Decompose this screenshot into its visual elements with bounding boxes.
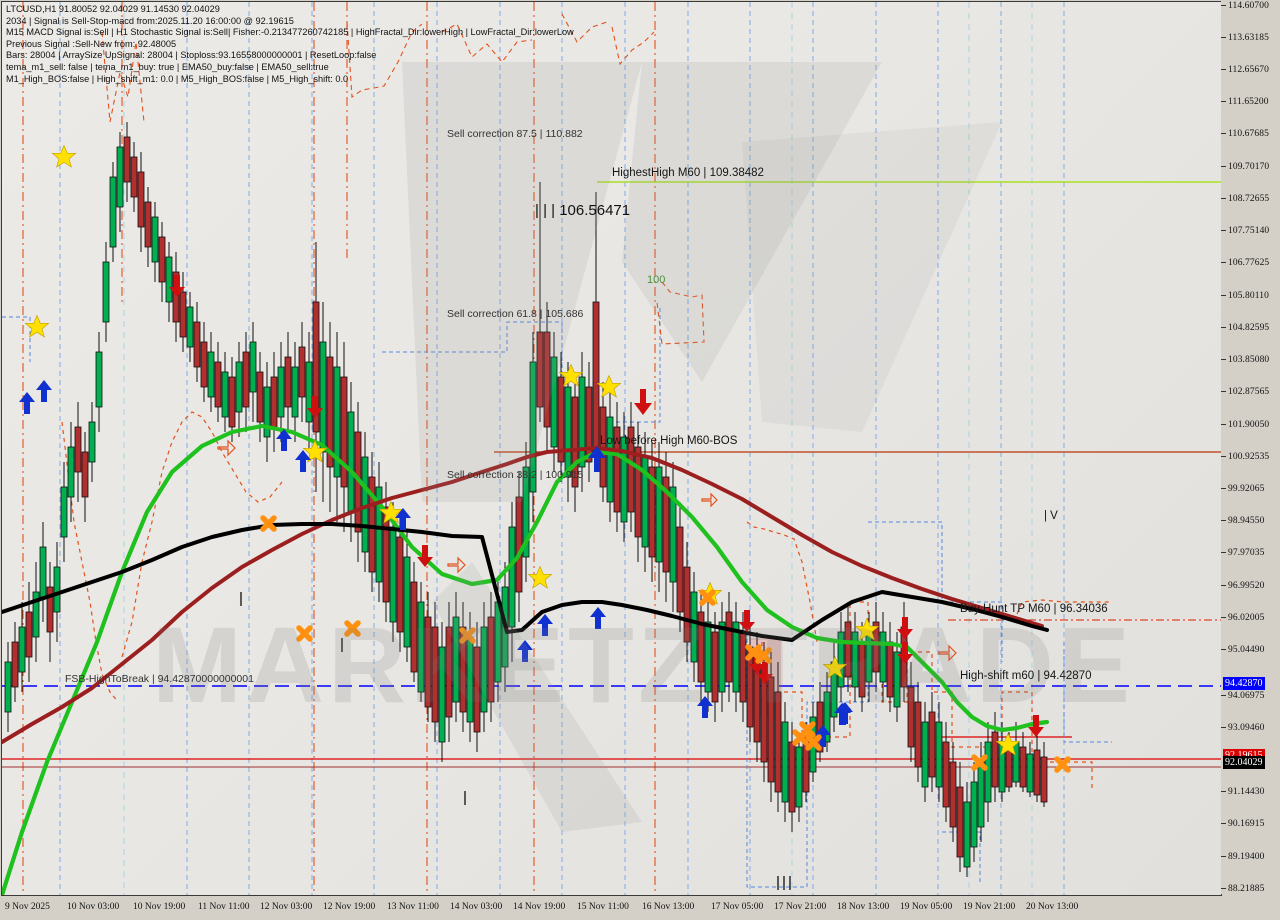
annotation-sell-correction-382: Sell correction 38.2 | 100.915 <box>447 469 584 481</box>
price-tick: 110.67685 <box>1221 129 1269 139</box>
buy-arrow-markers <box>19 380 853 747</box>
price-tick: 104.82595 <box>1221 323 1269 333</box>
chart-plot-area[interactable]: MARKETZ TRADE <box>1 1 1222 896</box>
price-tick: 112.65670 <box>1221 65 1269 75</box>
annotation-sell-correction-618: Sell correction 61.8 | 105.686 <box>447 308 584 320</box>
price-tick: 99.92065 <box>1221 484 1264 494</box>
time-tick: 14 Nov 03:00 <box>450 902 503 912</box>
price-tick: 95.04490 <box>1221 645 1264 655</box>
price-tick: 111.65200 <box>1221 97 1269 107</box>
price-tick: 108.72655 <box>1221 194 1269 204</box>
time-tick: 14 Nov 19:00 <box>513 902 566 912</box>
annotation-v-mark: | V <box>1044 510 1058 522</box>
ma-black <box>2 522 1049 642</box>
price-tick: 97.97035 <box>1221 548 1264 558</box>
price-tick: 114.60700 <box>1221 1 1269 11</box>
price-tick: 103.85080 <box>1221 355 1269 365</box>
candle-bodies <box>4 136 1048 868</box>
price-tick: 96.99520 <box>1221 581 1264 591</box>
ma-green <box>2 423 1050 895</box>
orange-arrow-glyph <box>217 439 957 662</box>
candlestick-series <box>4 122 1048 877</box>
price-tick: 113.63185 <box>1221 33 1269 43</box>
time-tick: 9 Nov 2025 <box>5 902 50 912</box>
price-tick: 89.19400 <box>1221 852 1264 862</box>
price-tick: 88.21885 <box>1221 884 1264 894</box>
annotation-buy-hunt-tp: Buy Hunt TP M60 | 96.34036 <box>960 603 1108 615</box>
price-scale[interactable]: 114.60700 113.63185 112.65670 111.65200 … <box>1221 1 1279 894</box>
price-tick: 96.02005 <box>1221 613 1264 623</box>
chart-canvas <box>2 2 1221 895</box>
price-tick: 91.14430 <box>1221 787 1264 797</box>
annotation-high-shift: High-shift m60 | 94.42870 <box>960 670 1092 682</box>
price-label-current[interactable]: 92.04029 <box>1223 756 1265 769</box>
price-tick: 102.87565 <box>1221 387 1269 397</box>
time-tick: 10 Nov 03:00 <box>67 902 120 912</box>
price-tick: 93.09460 <box>1221 723 1264 733</box>
time-tick: 20 Nov 13:00 <box>1026 902 1079 912</box>
price-tick: 94.06975 <box>1221 691 1264 701</box>
time-tick: 17 Nov 05:00 <box>711 902 764 912</box>
price-tick: 100.92535 <box>1221 452 1269 462</box>
time-tick: 10 Nov 19:00 <box>133 902 186 912</box>
price-label-high-shift[interactable]: 94.42870 <box>1223 677 1265 690</box>
annotation-100: 100 <box>647 274 666 286</box>
time-tick: 19 Nov 05:00 <box>900 902 953 912</box>
price-tick: 109.70170 <box>1221 162 1269 172</box>
annotation-sell-correction-875: Sell correction 87.5 | 110.882 <box>447 128 583 140</box>
cross-markers <box>260 515 1071 773</box>
price-tick: 90.16915 <box>1221 819 1264 829</box>
time-tick: 16 Nov 13:00 <box>642 902 695 912</box>
annotation-highest-high: HighestHigh M60 | 109.38482 <box>612 167 764 179</box>
time-scale[interactable]: 9 Nov 2025 10 Nov 03:00 10 Nov 19:00 11 … <box>1 896 1279 919</box>
annotation-low-before-high: Low before High M60-BOS <box>600 435 738 447</box>
price-tick: 105.80110 <box>1221 291 1269 301</box>
annotation-fsb-high-to-break: FSB-HighToBreak | 94.42870000000001 <box>65 673 254 685</box>
time-tick: 19 Nov 21:00 <box>963 902 1016 912</box>
time-tick: 18 Nov 13:00 <box>837 902 890 912</box>
annotation-level-10656471: | | | 106.56471 <box>535 202 631 219</box>
price-tick: 98.94550 <box>1221 516 1264 526</box>
time-tick: 17 Nov 21:00 <box>774 902 827 912</box>
time-tick: 13 Nov 11:00 <box>387 902 439 912</box>
price-tick: 107.75140 <box>1221 226 1269 236</box>
price-tick: 106.77625 <box>1221 258 1269 268</box>
time-tick: 12 Nov 03:00 <box>260 902 313 912</box>
time-tick: 15 Nov 11:00 <box>577 902 629 912</box>
tick-marks <box>240 592 791 890</box>
time-tick: 11 Nov 11:00 <box>198 902 250 912</box>
time-tick: 12 Nov 19:00 <box>323 902 376 912</box>
ma-red <box>2 446 1044 744</box>
sell-arrow-markers <box>169 275 1044 737</box>
price-tick: 101.90050 <box>1221 420 1269 430</box>
